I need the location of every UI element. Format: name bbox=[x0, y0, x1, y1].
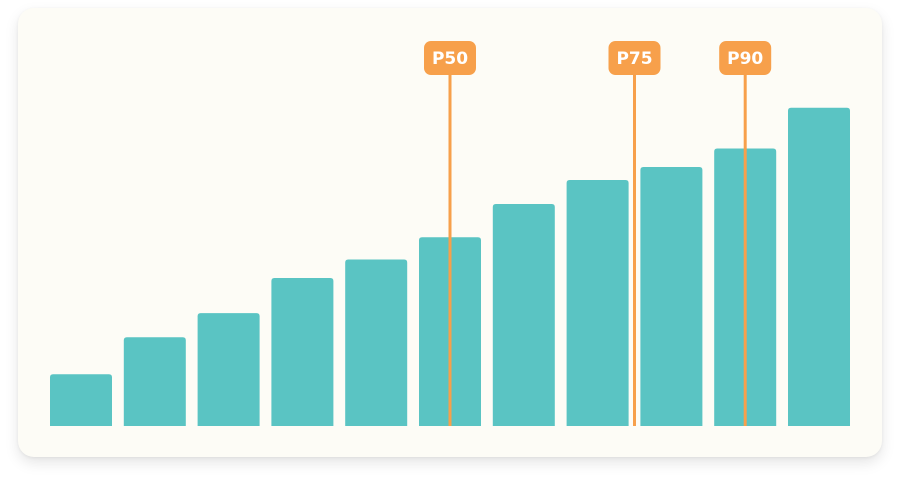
marker-badge-p50 bbox=[424, 41, 476, 75]
marker-badge-p75 bbox=[608, 41, 661, 75]
marker-badge-p90 bbox=[719, 41, 772, 75]
bars-group bbox=[50, 107, 850, 427]
bar-3 bbox=[197, 313, 260, 426]
bar-2 bbox=[123, 337, 186, 426]
bar-7 bbox=[492, 204, 555, 426]
bar-8 bbox=[566, 179, 629, 426]
marker-label-p90: P90 bbox=[727, 49, 763, 69]
bar-1 bbox=[50, 374, 112, 426]
marker-label-p50: P50 bbox=[432, 49, 468, 69]
bar-11 bbox=[788, 107, 850, 427]
bar-4 bbox=[271, 278, 334, 426]
marker-label-p75: P75 bbox=[616, 49, 652, 69]
bar-5 bbox=[345, 259, 408, 426]
percentile-markers-group: P50 P75 P90 bbox=[424, 41, 772, 426]
bar-9 bbox=[640, 167, 703, 426]
